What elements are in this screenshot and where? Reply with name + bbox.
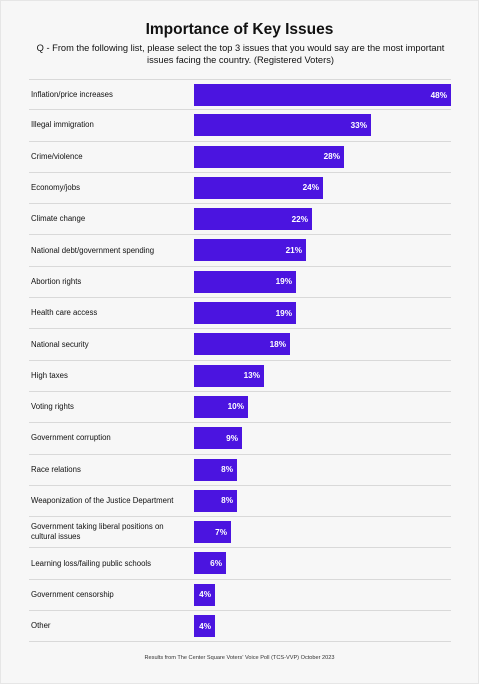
bar: 28% xyxy=(194,145,344,168)
bar-value-label: 28% xyxy=(323,152,340,162)
bar: 22% xyxy=(194,208,312,231)
bar-value-label: 33% xyxy=(350,120,367,130)
bar: 4% xyxy=(194,583,215,606)
bar: 8% xyxy=(194,489,237,512)
bar: 8% xyxy=(194,458,237,481)
bar-row: High taxes 13% xyxy=(29,361,451,392)
category-label: Race relations xyxy=(31,464,81,474)
bar-value-label: 7% xyxy=(215,527,227,537)
source-footer: Results from The Center Square Voters' V… xyxy=(144,655,335,661)
bar-row: Voting rights 10% xyxy=(29,392,451,424)
category-label: Government corruption xyxy=(31,433,111,443)
bar-row: Weaponization of the Justice Department 8… xyxy=(29,486,451,518)
bar: 10% xyxy=(194,395,248,418)
bar-row: Illegal immigration 33% xyxy=(29,110,451,142)
bar-value-label: 8% xyxy=(221,465,233,475)
chart-subtitle: Q - From the following list, please sele… xyxy=(36,43,445,65)
category-label: Abortion rights xyxy=(31,276,82,286)
bar: 18% xyxy=(194,333,290,356)
bar: 21% xyxy=(194,239,306,262)
bar: 7% xyxy=(194,521,231,544)
bar-row: Race relations 8% xyxy=(29,455,451,486)
bar-value-label: 9% xyxy=(226,433,238,443)
category-label: Crime/violence xyxy=(31,151,83,161)
bar-row: Other 4% xyxy=(29,611,451,643)
bar-row: Government corruption 9% xyxy=(29,423,451,455)
bar: 33% xyxy=(194,114,371,137)
bar: 9% xyxy=(194,427,242,450)
category-label: Illegal immigration xyxy=(31,120,94,130)
category-label: Weaponization of the Justice Department xyxy=(31,496,174,505)
bar: 19% xyxy=(194,270,296,293)
bar: 24% xyxy=(194,176,323,199)
bar-value-label: 48% xyxy=(430,90,447,100)
category-label: Climate change xyxy=(31,214,86,224)
bar-value-label: 6% xyxy=(210,558,222,568)
bar-value-label: 13% xyxy=(243,371,260,381)
bar-value-label: 21% xyxy=(285,245,302,255)
category-label: National security xyxy=(31,339,89,349)
bar: 48% xyxy=(194,84,451,106)
category-label: Government censorship xyxy=(31,589,114,599)
category-label: Economy/jobs xyxy=(31,183,80,193)
bar-value-label: 18% xyxy=(269,339,286,349)
chart-title: Importance of Key Issues xyxy=(145,21,334,38)
category-label: Other xyxy=(31,621,51,631)
bar-value-label: 19% xyxy=(275,277,292,287)
category-label: Learning loss/failing public schools xyxy=(31,558,152,568)
bar: 4% xyxy=(194,615,215,638)
bar: 19% xyxy=(194,302,296,325)
category-label: Voting rights xyxy=(31,402,74,412)
bar-value-label: 8% xyxy=(221,496,233,506)
bar-row: Climate change 22% xyxy=(29,204,451,236)
category-label: Inflation/price increases xyxy=(31,89,113,99)
bar-row: National security 18% xyxy=(29,329,451,361)
bar-row: Crime/violence 28% xyxy=(29,142,451,173)
bar-row: Health care access 19% xyxy=(29,298,451,330)
category-label: Government taking liberal positions on c… xyxy=(31,522,164,542)
category-label: High taxes xyxy=(31,370,68,380)
bar-row: Learning loss/failing public schools 6% xyxy=(29,548,451,580)
category-label: National debt/government spending xyxy=(31,245,155,255)
bar-value-label: 4% xyxy=(199,621,211,631)
bar-value-label: 19% xyxy=(275,308,292,318)
bar-value-label: 22% xyxy=(291,214,308,224)
bar-rows: Inflation/price increases 48% Illegal immi… xyxy=(29,79,451,643)
bar-value-label: 24% xyxy=(302,183,319,193)
bar-row: Inflation/price increases 48% xyxy=(29,79,451,111)
category-label: Health care access xyxy=(31,308,98,318)
bar-row: Economy/jobs 24% xyxy=(29,173,451,205)
bar-row: Government censorship 4% xyxy=(29,580,451,612)
bar-value-label: 4% xyxy=(199,590,211,600)
bar-row: Government taking liberal positions on c… xyxy=(29,517,451,549)
bar-row: Abortion rights 19% xyxy=(29,267,451,299)
bar: 13% xyxy=(194,364,264,387)
bar-value-label: 10% xyxy=(227,402,244,412)
bar-row: National debt/government spending 21% xyxy=(29,235,451,267)
bar: 6% xyxy=(194,552,226,575)
